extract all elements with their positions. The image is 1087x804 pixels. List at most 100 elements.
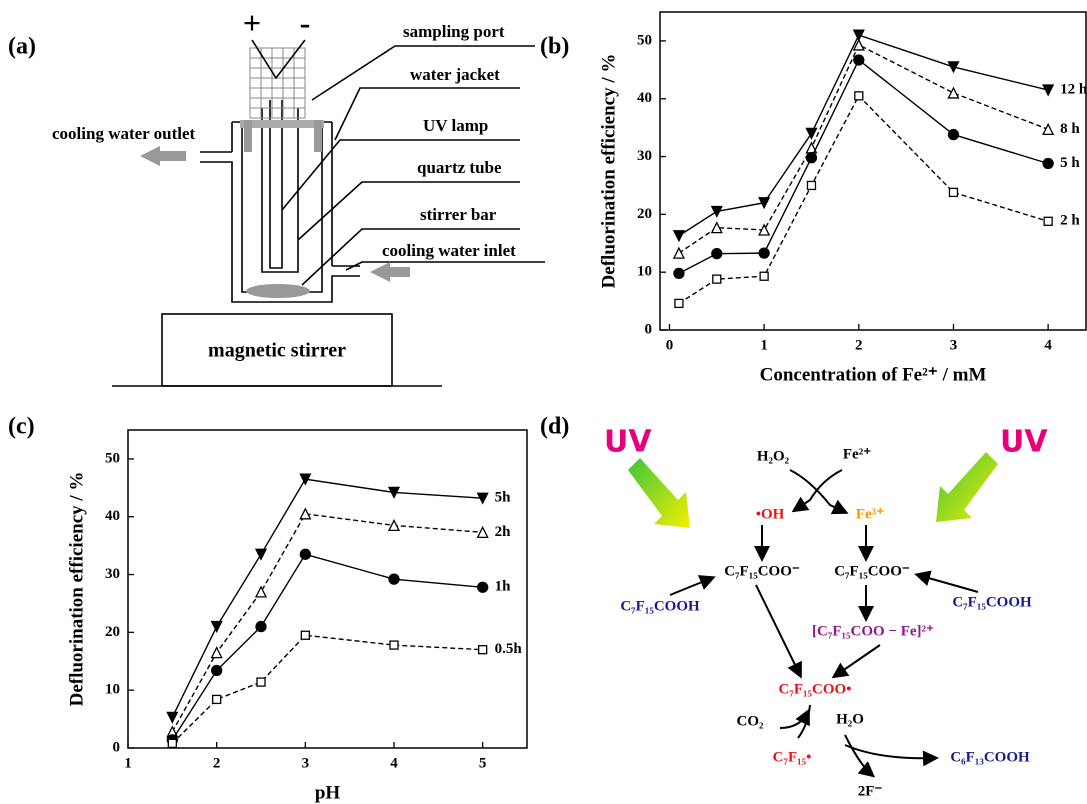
- marker: [387, 518, 401, 532]
- marker: [853, 54, 865, 66]
- y-tick-label: 0: [645, 321, 653, 337]
- arrow: [914, 570, 979, 593]
- panel-label: (b): [540, 34, 569, 60]
- series-line: [171, 634, 483, 744]
- marker: [758, 197, 771, 210]
- series-line: [678, 34, 1049, 237]
- species: C₆F₁₃COOH: [950, 749, 1030, 765]
- y-tick-label: 10: [637, 264, 652, 280]
- sampling-grid: [249, 47, 306, 119]
- series-label: 12 h: [1060, 81, 1087, 97]
- marker: [211, 664, 223, 677]
- leader-lines: [281, 45, 545, 286]
- y-tick-label: 20: [105, 624, 120, 640]
- species: 2F⁻: [858, 783, 883, 799]
- x-tick-label: 0: [666, 337, 674, 353]
- marker: [166, 711, 179, 724]
- marker: [758, 223, 771, 236]
- uv-lamp: [269, 100, 283, 269]
- uv-label: UV: [1000, 425, 1048, 460]
- marker: [672, 230, 685, 243]
- uv-arrow: [628, 458, 690, 528]
- marker: [947, 128, 960, 141]
- marker: [710, 205, 723, 218]
- arrow: [669, 575, 716, 596]
- label: cooling water outlet: [52, 124, 196, 143]
- y-axis-label: Defluorination efficiency / %: [66, 472, 87, 707]
- series-line: [171, 513, 483, 733]
- marker: [852, 38, 865, 51]
- arrow: [779, 705, 810, 739]
- x-tick-label: 1: [760, 337, 768, 353]
- x-tick-label: 4: [390, 755, 398, 771]
- marker: [805, 127, 818, 140]
- marker: [254, 585, 268, 598]
- series-line: [678, 94, 1049, 304]
- marker: [212, 694, 222, 705]
- label: sampling port: [403, 22, 505, 41]
- cap: [240, 120, 324, 128]
- marker: [254, 548, 268, 561]
- marker: [758, 247, 770, 259]
- panel-label: (a): [8, 34, 36, 60]
- species: •OH: [756, 506, 785, 522]
- x-tick-label: 1: [124, 755, 132, 771]
- series-line: [171, 553, 483, 741]
- marker: [299, 507, 312, 520]
- marker: [210, 646, 223, 659]
- x-tick-label: 3: [302, 755, 310, 771]
- x-tick-label: 3: [950, 337, 958, 353]
- marker: [478, 645, 488, 655]
- y-tick-label: 40: [637, 90, 652, 106]
- label: water jacket: [410, 65, 500, 84]
- water-jacket: [200, 121, 360, 303]
- arrow: [844, 734, 876, 778]
- arrow: [831, 644, 881, 679]
- marker: [947, 61, 960, 74]
- clamp: [244, 120, 252, 152]
- y-tick-label: 30: [105, 566, 120, 582]
- series-line: [678, 58, 1049, 274]
- marker: [299, 473, 312, 486]
- marker: [256, 677, 266, 687]
- marker: [476, 492, 489, 505]
- outlet-arrow: [140, 146, 186, 166]
- series-line: [171, 478, 483, 718]
- marker: [300, 630, 310, 640]
- marker: [167, 738, 177, 749]
- species: C₇F₁₅COOH: [620, 598, 700, 614]
- y-tick-label: 40: [105, 508, 120, 524]
- mechanism-diagram: UV UV H₂O₂ Fe²⁺ •OH Fe³⁺ C₇F₁₅COO⁻ C₇F₁₅…: [604, 425, 1048, 800]
- x-tick-label: 2: [213, 755, 221, 771]
- species: H₂O: [836, 711, 864, 727]
- series-label: 5h: [495, 490, 512, 506]
- marker: [710, 221, 723, 234]
- panel-label: (d): [540, 414, 569, 440]
- marker: [255, 620, 267, 633]
- y-tick-label: 20: [637, 206, 652, 222]
- y-tick-label: 0: [113, 739, 121, 755]
- species: CO₂: [737, 713, 765, 729]
- arrow: [755, 584, 802, 679]
- marker: [854, 91, 864, 101]
- x-tick-label: 5: [479, 755, 487, 771]
- y-tick-label: 50: [105, 450, 120, 466]
- marker: [947, 86, 960, 99]
- y-axis-label: Defluorination efficiency / %: [598, 54, 619, 289]
- series-label: 0.5h: [495, 641, 523, 657]
- marker: [674, 298, 684, 309]
- species: C₇F₁₅COO•: [779, 681, 852, 697]
- x-axis-label: pH: [315, 782, 341, 803]
- marker: [1042, 122, 1055, 136]
- leads: [251, 39, 306, 80]
- reactor-diagram: + - sampling port water jacket UV lamp q…: [52, 4, 545, 387]
- label: stirrer bar: [420, 205, 497, 224]
- marker: [210, 620, 223, 634]
- arrow: [791, 469, 843, 513]
- label: cooling water inlet: [382, 241, 516, 260]
- species: H₂O₂: [757, 448, 790, 464]
- series-label: 5 h: [1060, 155, 1080, 171]
- marker: [1042, 157, 1054, 170]
